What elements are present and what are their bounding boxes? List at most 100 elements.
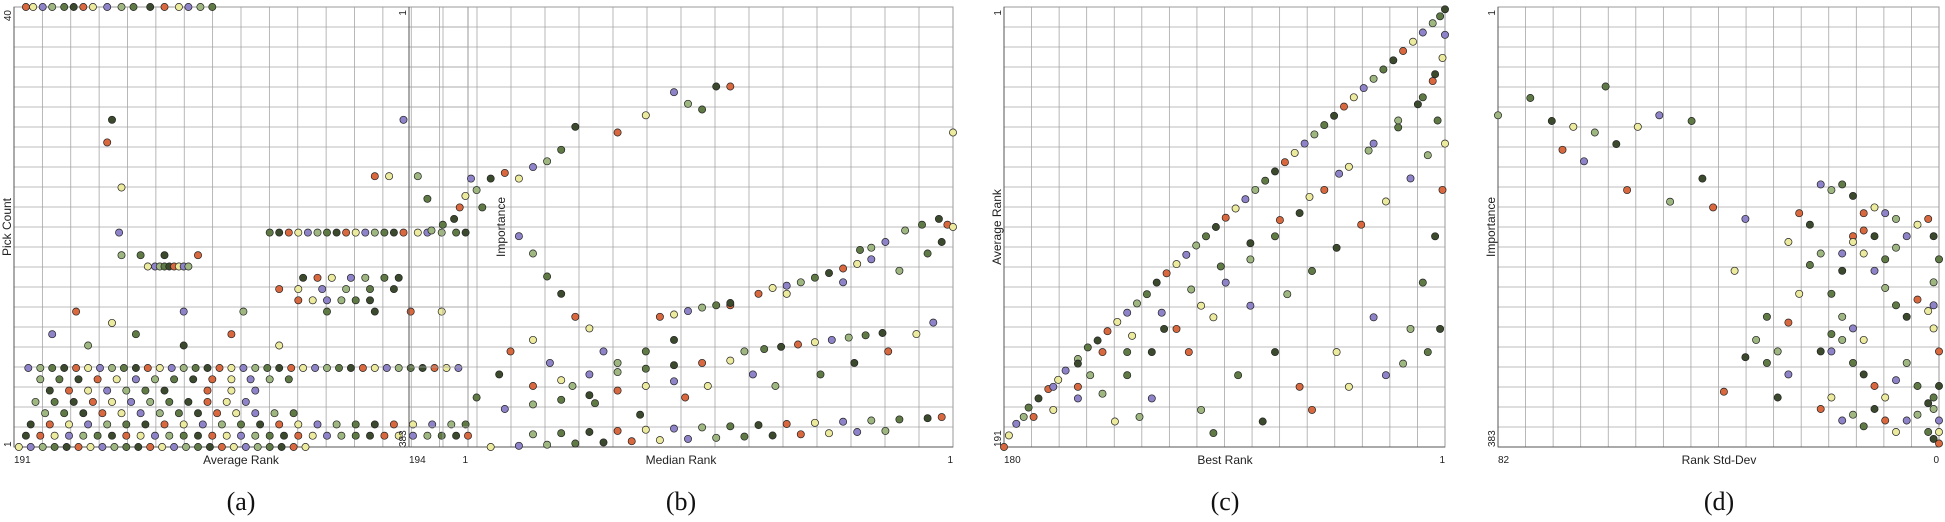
scatter-point <box>160 386 169 395</box>
scatter-point <box>1258 417 1267 426</box>
scatter-point <box>117 3 126 11</box>
scatter-point <box>1838 180 1847 189</box>
scatter-point <box>1073 394 1082 403</box>
scatter-point <box>1929 301 1938 310</box>
scatter-point <box>50 443 59 451</box>
scatter-point <box>327 273 336 282</box>
scatter-point <box>1666 197 1675 206</box>
scatter-point <box>1054 375 1063 384</box>
scatter-point <box>1305 192 1314 201</box>
scatter-point <box>1246 255 1255 264</box>
scatter-point <box>1719 387 1728 396</box>
scatter-point <box>284 375 293 384</box>
scatter-point <box>103 386 112 395</box>
scatter-point <box>160 3 169 11</box>
scatter-point <box>370 420 379 429</box>
scatter-point <box>1924 399 1933 408</box>
panel-c-x-tick-right: 1 <box>1439 455 1445 466</box>
scatter-point <box>1601 82 1610 91</box>
scatter-point <box>1349 93 1358 102</box>
scatter-point <box>1935 382 1943 390</box>
scatter-point <box>437 228 446 237</box>
scatter-point <box>777 342 786 351</box>
scatter-point <box>196 3 205 11</box>
scatter-point <box>1913 295 1922 304</box>
scatter-point <box>1441 139 1449 148</box>
scatter-point <box>1431 232 1440 241</box>
scatter-point <box>50 431 59 440</box>
panel-d-y-title: Importance <box>1484 197 1498 257</box>
scatter-point <box>1730 266 1739 275</box>
scatter-point <box>84 386 93 395</box>
scatter-point <box>385 172 394 181</box>
scatter-point <box>1494 111 1502 120</box>
scatter-point <box>670 424 678 433</box>
panel-d-x-tick-left: 82 <box>1498 455 1510 466</box>
scatter-point <box>1838 335 1847 344</box>
scatter-point <box>394 364 403 372</box>
panel-b-x-tick-left: 194 <box>409 455 426 466</box>
scatter-point <box>108 115 116 124</box>
panel-b-caption: (b) <box>666 487 696 516</box>
scatter-point <box>122 386 131 395</box>
scatter-point <box>256 420 265 429</box>
panel-b-points <box>427 82 957 451</box>
scatter-point <box>1135 412 1144 421</box>
scatter-point <box>1773 393 1782 402</box>
scatter-point <box>1098 348 1107 357</box>
scatter-point <box>1073 382 1082 391</box>
scatter-point <box>227 364 236 372</box>
scatter-point <box>1935 347 1943 356</box>
scatter-point <box>21 431 30 440</box>
scatter-point <box>1197 301 1206 310</box>
scatter-point <box>1849 410 1857 419</box>
scatter-point <box>1073 359 1082 368</box>
scatter-point <box>191 364 200 372</box>
scatter-point <box>143 262 152 271</box>
scatter-point <box>1687 117 1696 125</box>
scatter-point <box>88 397 97 406</box>
scatter-point <box>827 335 836 344</box>
scatter-point <box>1394 116 1403 125</box>
scatter-point <box>72 307 81 316</box>
scatter-point <box>229 443 238 451</box>
scatter-point <box>430 364 439 372</box>
scatter-point <box>370 172 379 181</box>
scatter-point <box>112 375 121 384</box>
scatter-point <box>1251 185 1260 194</box>
scatter-point <box>60 3 69 11</box>
scatter-point <box>1300 139 1309 148</box>
scatter-point <box>461 228 470 237</box>
scatter-point <box>263 364 272 372</box>
scatter-point <box>455 203 464 212</box>
scatter-point <box>1234 371 1243 380</box>
scatter-point <box>428 420 437 429</box>
scatter-point <box>179 431 188 440</box>
scatter-point <box>351 420 360 429</box>
scatter-point <box>1784 318 1793 327</box>
scatter-point <box>712 433 721 442</box>
scatter-point <box>366 431 374 440</box>
scatter-point <box>313 273 322 282</box>
scatter-point <box>912 330 921 339</box>
scatter-point <box>1357 220 1366 229</box>
scatter-point <box>884 347 893 356</box>
scatter-point <box>1741 353 1750 362</box>
scatter-point <box>1172 324 1181 333</box>
scatter-point <box>543 440 552 449</box>
scatter-point <box>74 375 83 384</box>
scatter-point <box>413 228 422 237</box>
scatter-point <box>194 431 202 440</box>
scatter-point <box>427 226 436 235</box>
scatter-point <box>1340 102 1348 111</box>
scatter-point <box>151 431 159 440</box>
scatter-point <box>174 409 183 418</box>
scatter-point <box>1795 289 1804 298</box>
scatter-point <box>1399 47 1408 55</box>
scatter-point <box>1859 370 1868 379</box>
panel-a-x-tick-left: 191 <box>14 455 31 466</box>
scatter-point <box>342 228 351 237</box>
scatter-point <box>129 3 138 11</box>
panel-b: 1 383 194 1 Median Rank Importance (b) <box>398 6 957 516</box>
scatter-point <box>1441 5 1449 14</box>
